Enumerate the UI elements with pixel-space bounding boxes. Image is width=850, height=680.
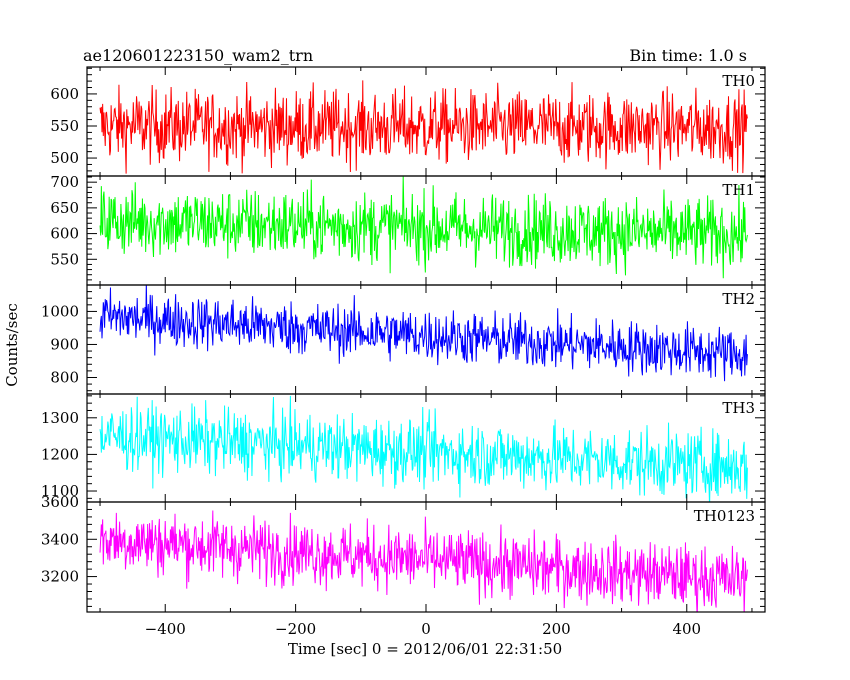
y-axis-label: Counts/sec	[3, 303, 21, 387]
panel-th3: 1100 1200 1300 TH3	[41, 393, 766, 503]
y-tick-label: 1000	[41, 302, 79, 320]
y-tick-label: 3600	[41, 493, 79, 511]
y-tick-label: 600	[50, 225, 79, 243]
x-tick-label: −200	[275, 620, 316, 638]
panel-label: TH1	[722, 181, 755, 199]
x-tick-label: 0	[421, 620, 431, 638]
y-tick-label: 1300	[41, 409, 79, 427]
series-th2	[99, 285, 748, 382]
series-th0123	[99, 510, 748, 612]
x-tick-label: 200	[542, 620, 571, 638]
panel-label: TH2	[722, 290, 755, 308]
x-tick-label: −400	[145, 620, 186, 638]
x-axis: −400 −200 0 200 400	[145, 620, 701, 638]
y-tick-label: 900	[50, 335, 79, 353]
y-tick-label: 550	[50, 117, 79, 135]
y-tick-label: 800	[50, 368, 79, 386]
y-tick-label: 500	[50, 149, 79, 167]
panel-th0123: 3200 3400 3600 TH0123	[41, 493, 766, 613]
y-tick-label: 1100	[41, 482, 79, 500]
panels: 500 550 600 TH0 550 600 650 700 TH1 800 900 1000 TH2…	[41, 66, 766, 613]
y-tick-label: 3400	[41, 530, 79, 548]
x-tick-label: 400	[672, 620, 701, 638]
panel-label: TH3	[722, 399, 755, 417]
y-tick-label: 650	[50, 199, 79, 217]
x-axis-label: Time [sec] 0 = 2012/06/01 22:31:50	[288, 640, 562, 658]
panel-label: TH0	[722, 72, 755, 90]
series-th0	[99, 80, 748, 174]
y-tick-label: 700	[50, 173, 79, 191]
y-tick-label: 600	[50, 85, 79, 103]
series-th3	[99, 395, 748, 502]
panel-th1: 550 600 650 700 TH1	[50, 173, 766, 286]
panel-th0: 500 550 600 TH0	[50, 66, 766, 177]
series-th1	[99, 176, 748, 279]
y-tick-label: 1200	[41, 445, 79, 463]
y-tick-label: 550	[50, 250, 79, 268]
panel-th2: 800 900 1000 TH2	[41, 284, 766, 395]
bin-time-label: Bin time: 1.0 s	[629, 46, 747, 65]
y-tick-label: 3200	[41, 568, 79, 586]
chart-title: ae120601223150_wam2_trn	[83, 46, 313, 65]
panel-label: TH0123	[694, 507, 755, 525]
